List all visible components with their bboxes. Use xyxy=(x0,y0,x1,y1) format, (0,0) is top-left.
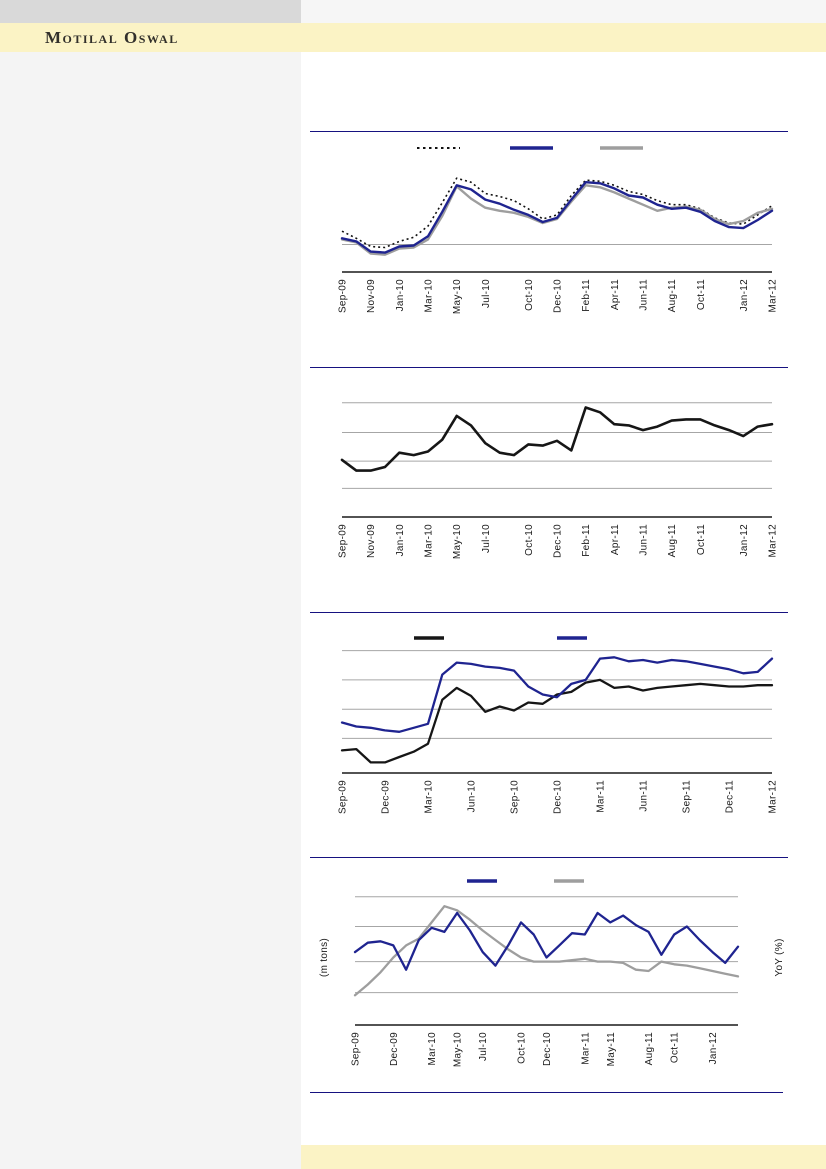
x-tick-label: Oct-10 xyxy=(524,524,535,556)
separator-rule-4 xyxy=(310,856,788,858)
x-tick-label: May-10 xyxy=(452,524,463,559)
brand-logo-text: Motilal Oswal xyxy=(45,28,179,47)
x-tick-label: Sep-10 xyxy=(510,780,521,814)
x-tick-label: Sep-09 xyxy=(351,1032,362,1066)
x-tick-label: Oct-10 xyxy=(524,279,535,311)
chart-1-canvas: Sep-09 Nov-09 Jan-10 Mar-10 May-10 Jul-10 Oct-… xyxy=(338,146,779,314)
x-tick-label: Jan-10 xyxy=(395,524,406,557)
brand-banner: Motilal Oswal xyxy=(0,23,826,52)
x-tick-label: Mar-11 xyxy=(596,780,607,813)
series-line-black xyxy=(340,406,774,472)
chart-3-canvas: Sep-09 Dec-09 Mar-10 Jun-10 Sep-10 Dec-10 Mar-… xyxy=(338,636,779,814)
x-tick-label: Oct-11 xyxy=(696,524,707,555)
x-tick-label: Mar-10 xyxy=(424,780,435,814)
x-tick-label: Mar-12 xyxy=(768,279,779,313)
x-tick-label: Sep-09 xyxy=(338,524,349,558)
series-line-navy xyxy=(340,656,774,733)
x-tick-label: Jul-10 xyxy=(481,524,492,553)
x-tick-label: Jul-10 xyxy=(478,1032,489,1061)
x-tick-label: Mar-12 xyxy=(768,524,779,558)
x-tick-label: May-10 xyxy=(453,1032,464,1067)
x-tick-label: Mar-11 xyxy=(580,1032,591,1065)
chart-2-single-line-trend: Sep-09 Nov-09 Jan-10 Mar-10 May-10 Jul-10 Oct-… xyxy=(301,367,826,612)
x-tick-label: May-10 xyxy=(452,279,463,314)
series-line-black xyxy=(340,678,774,764)
chart-1-three-line-trend: Sep-09 Nov-09 Jan-10 Mar-10 May-10 Jul-10 Oct-… xyxy=(301,131,826,367)
x-tick-label: Feb-11 xyxy=(581,524,592,557)
x-tick-label: Jun-10 xyxy=(467,780,478,813)
x-tick-label: Apr-11 xyxy=(610,279,621,310)
separator-rule-2 xyxy=(310,366,788,368)
series-line-gray xyxy=(353,905,740,997)
x-tick-label: Dec-10 xyxy=(553,780,564,814)
chart-4-volume-yoy-trend: Sep-09 Dec-09 Mar-10 May-10 Jul-10 Oct-10 Dec-… xyxy=(301,857,826,1092)
x-tick-label: Feb-11 xyxy=(581,279,592,312)
x-tick-label: Jan-12 xyxy=(739,524,750,557)
bottom-accent-strip xyxy=(301,1145,826,1169)
x-tick-label: Aug-11 xyxy=(667,524,678,557)
series-line-dotted-black xyxy=(341,177,773,249)
x-tick-label: Apr-11 xyxy=(610,524,621,555)
x-tick-label: Jul-10 xyxy=(481,279,492,308)
y-axis-label-right: YoY (%) xyxy=(774,938,785,976)
x-tick-label: Mar-10 xyxy=(427,1032,438,1066)
x-tick-label: Oct-11 xyxy=(696,279,707,310)
x-tick-label: Dec-09 xyxy=(381,780,392,814)
x-tick-label: Mar-10 xyxy=(424,279,435,313)
separator-rule-1 xyxy=(310,130,788,132)
top-right-strip xyxy=(301,0,826,23)
x-tick-label: Oct-11 xyxy=(670,1032,681,1063)
separator-rule-3 xyxy=(310,611,788,613)
x-tick-label: Dec-11 xyxy=(725,780,736,813)
chart-3-two-line-trend: Sep-09 Dec-09 Mar-10 Jun-10 Sep-10 Dec-10 Mar-… xyxy=(301,612,826,857)
x-tick-label: Jun-11 xyxy=(639,279,650,311)
x-tick-label: Dec-10 xyxy=(553,279,564,313)
x-tick-label: Mar-10 xyxy=(424,524,435,558)
series-line-navy xyxy=(353,911,740,971)
x-tick-label: May-11 xyxy=(606,1032,617,1067)
x-tick-label: Aug-11 xyxy=(667,279,678,312)
x-tick-label: Nov-09 xyxy=(366,524,377,558)
chart-2-canvas: Sep-09 Nov-09 Jan-10 Mar-10 May-10 Jul-10 Oct-… xyxy=(338,402,779,559)
x-tick-label: Mar-12 xyxy=(768,780,779,814)
y-axis-label-left: (m tons) xyxy=(319,938,330,977)
x-tick-label: Sep-09 xyxy=(338,780,349,814)
x-tick-label: Sep-11 xyxy=(682,780,693,813)
x-tick-label: Jan-12 xyxy=(708,1032,719,1065)
x-tick-label: Jan-10 xyxy=(395,279,406,312)
x-tick-label: Dec-09 xyxy=(389,1032,400,1066)
x-tick-label: Jun-11 xyxy=(639,524,650,556)
top-gray-bar xyxy=(0,0,301,23)
x-tick-label: Sep-09 xyxy=(338,279,349,313)
x-tick-label: Dec-10 xyxy=(542,1032,553,1066)
left-margin-panel xyxy=(0,0,301,1169)
separator-rule-5 xyxy=(310,1091,783,1093)
x-tick-label: Oct-10 xyxy=(517,1032,528,1064)
x-tick-label: Jan-12 xyxy=(739,279,750,312)
chart-4-canvas: Sep-09 Dec-09 Mar-10 May-10 Jul-10 Oct-10 Dec-… xyxy=(319,879,785,1067)
x-tick-label: Jun-11 xyxy=(639,780,650,812)
x-tick-label: Nov-09 xyxy=(366,279,377,313)
x-tick-label: Aug-11 xyxy=(644,1032,655,1065)
x-tick-label: Dec-10 xyxy=(553,524,564,558)
series-line-navy xyxy=(340,181,774,254)
